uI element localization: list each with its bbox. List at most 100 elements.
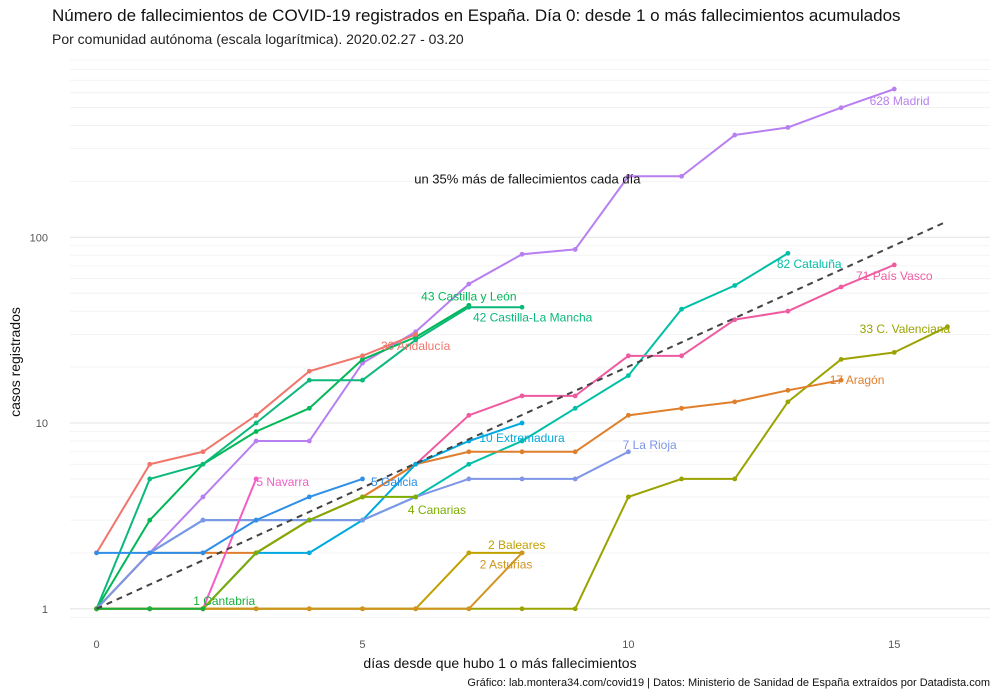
data-point	[519, 449, 525, 455]
series-label: 2 Baleares	[488, 538, 545, 552]
series-label: 10 Extremadura	[479, 431, 565, 445]
series-line	[95, 88, 895, 610]
data-point	[519, 393, 525, 399]
data-point	[572, 476, 578, 482]
series-label: 4 Canarias	[408, 503, 466, 517]
series-label: 2 Asturias	[480, 558, 533, 572]
data-point	[945, 324, 950, 330]
chart-caption: Gráfico: lab.montera34.com/covid19 | Dat…	[467, 677, 990, 689]
data-point	[466, 461, 472, 467]
data-point	[360, 353, 365, 359]
data-point	[891, 349, 897, 355]
series-label: 71 País Vasco	[856, 269, 933, 283]
series-line	[96, 552, 523, 610]
data-point	[519, 304, 525, 310]
data-point	[785, 387, 791, 393]
series-line	[96, 551, 523, 610]
series-label: 42 Castilla-La Mancha	[473, 310, 593, 324]
data-point	[413, 337, 419, 343]
data-point	[306, 405, 312, 411]
data-point	[519, 420, 525, 426]
data-point	[679, 173, 684, 179]
data-point	[360, 517, 365, 523]
trend-line	[96, 220, 948, 610]
data-point	[306, 550, 312, 556]
series-label: 5 Galicia	[371, 475, 418, 489]
data-point	[785, 250, 791, 256]
series-line	[95, 304, 470, 610]
data-point	[519, 438, 525, 444]
data-point	[572, 606, 578, 612]
data-point	[891, 262, 897, 268]
data-point	[732, 132, 738, 138]
data-point	[306, 438, 312, 444]
data-point	[785, 308, 791, 314]
data-point	[200, 461, 206, 467]
data-point	[519, 550, 525, 556]
data-point	[732, 283, 738, 288]
series-label: 82 Cataluña	[777, 257, 842, 271]
data-point	[891, 86, 897, 92]
series-label: 33 C. Valenciana	[860, 322, 951, 336]
trend-annotation: un 35% más de fallecimientos cada día	[414, 171, 641, 186]
data-point	[838, 357, 844, 362]
data-point	[625, 353, 631, 359]
data-point	[679, 405, 684, 411]
data-point	[253, 606, 259, 612]
y-tick-label: 10	[36, 418, 48, 430]
data-point	[306, 517, 312, 523]
series-line	[96, 478, 258, 610]
data-point	[306, 377, 312, 383]
data-point	[838, 284, 844, 290]
data-point	[838, 377, 844, 383]
data-point	[679, 476, 684, 482]
data-point	[519, 606, 525, 612]
data-point	[466, 412, 472, 418]
data-point	[466, 281, 472, 287]
series-label: 7 La Rioja	[623, 438, 677, 452]
data-point	[360, 476, 365, 482]
series-label: 1 Cantabria	[193, 594, 255, 608]
data-point	[572, 247, 578, 252]
data-point	[200, 494, 206, 500]
series-label: 30 Andalucía	[381, 339, 451, 353]
data-point	[253, 412, 259, 418]
data-point	[625, 449, 631, 455]
y-tick-label: 100	[30, 232, 48, 244]
data-point	[360, 606, 365, 612]
data-point	[785, 399, 791, 405]
chart-title: Número de fallecimientos de COVID-19 reg…	[52, 6, 901, 25]
chart-subtitle: Por comunidad autónoma (escala logarítmi…	[52, 31, 464, 47]
x-axis-title: días desde que hubo 1 o más fallecimient…	[363, 655, 636, 671]
data-point	[200, 550, 206, 556]
data-point	[253, 476, 259, 482]
data-point	[625, 373, 631, 378]
data-point	[360, 377, 365, 383]
data-point	[413, 606, 419, 612]
data-point	[147, 476, 153, 482]
data-point	[679, 353, 684, 359]
data-point	[147, 550, 153, 556]
data-point	[200, 449, 206, 455]
data-point	[253, 550, 259, 556]
series-label: 5 Navarra	[256, 475, 309, 489]
data-point	[253, 517, 259, 523]
series-label: 17 Aragón	[830, 373, 885, 387]
data-point	[519, 476, 525, 482]
data-point	[625, 412, 631, 418]
series-line	[95, 450, 629, 610]
x-tick-label: 15	[888, 639, 900, 651]
series-line	[96, 477, 363, 554]
data-point	[306, 368, 312, 374]
data-point	[253, 420, 259, 426]
data-point	[200, 606, 206, 612]
data-point	[413, 494, 419, 500]
y-axis-title: casos registrados	[7, 307, 23, 417]
data-point	[147, 461, 153, 467]
data-point	[466, 449, 472, 455]
data-point	[572, 449, 578, 455]
data-point	[466, 476, 472, 482]
x-tick-label: 0	[94, 639, 100, 651]
data-point	[572, 405, 578, 411]
